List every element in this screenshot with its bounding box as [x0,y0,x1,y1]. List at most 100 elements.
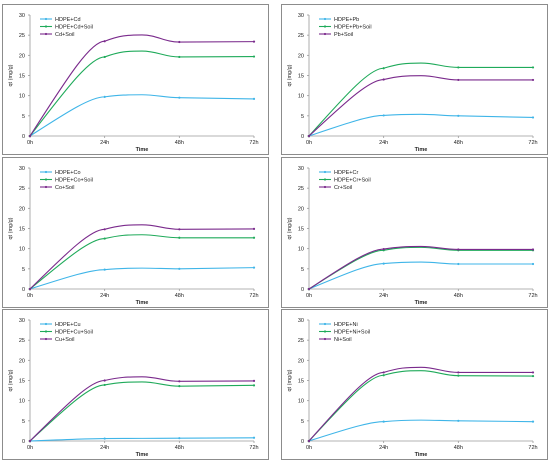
chart-svg: 0 5 10 15 20 25 30 0h 24h 48h 72h Time qt (mg/g) HDPE… [287,166,538,306]
y-tick-label: 30 [19,13,25,19]
y-tick-label: 10 [298,247,304,253]
legend-marker [44,330,48,333]
y-tick-label: 5 [22,419,25,425]
series-line [29,381,255,442]
data-point [457,66,460,69]
legend-label: HDPE+Ni [334,322,358,328]
y-tick-label: 15 [19,74,25,80]
x-tick-label: 72h [528,445,537,451]
data-point [252,236,256,239]
y-tick-label: 25 [19,338,25,344]
data-point [178,40,181,44]
chart-svg: 0 5 10 15 20 25 30 0h 24h 48h 72h Time qt (mg/g) HDPE… [287,13,538,153]
x-tick-label: 24h [379,140,388,146]
y-tick-label: 0 [22,134,25,140]
legend-marker [323,17,327,21]
legend-label: HDPE+Cu+Soil [55,330,93,336]
data-point [178,96,181,99]
x-tick-label: 48h [175,140,184,146]
x-tick-label: 48h [454,140,463,146]
data-point [178,380,181,383]
legend-label: HDPE+Cr [334,170,358,176]
data-point [457,248,460,251]
y-tick-label: 10 [19,247,25,253]
data-point [252,379,256,383]
x-tick-label: 24h [100,445,109,451]
legend-label: HDPE+Ni+Soil [334,330,370,336]
data-point [252,97,256,100]
data-point [531,248,535,251]
x-tick-label: 24h [100,140,109,146]
legend-marker [44,185,48,189]
data-point [103,237,106,240]
x-tick-label: 72h [528,140,537,146]
data-point [531,116,535,119]
data-point [382,371,385,374]
data-point [531,78,535,82]
y-tick-label: 20 [19,358,25,364]
legend-marker [44,25,48,28]
x-tick-label: 72h [249,445,258,451]
series-line [308,245,533,290]
y-axis-title: qt (mg/g) [287,369,293,391]
y-tick-label: 25 [298,338,304,344]
legend-label: HDPE+Pb [334,17,359,23]
y-axis-title: qt (mg/g) [8,369,14,391]
data-point [178,55,181,59]
legend-marker [323,32,327,36]
series-line [29,94,255,137]
x-tick-label: 0h [27,293,33,299]
y-tick-label: 5 [301,114,304,120]
data-point [531,371,535,374]
x-tick-label: 48h [454,445,463,451]
data-point [178,385,181,388]
y-tick-label: 30 [298,13,304,19]
y-tick-label: 15 [298,227,304,233]
data-point [178,267,181,270]
y-tick-label: 20 [298,358,304,364]
legend-label: Cr+Soil [334,185,352,191]
x-axis-title: Time [415,147,428,153]
x-tick-label: 24h [100,293,109,299]
y-tick-label: 20 [298,53,304,59]
series-line [29,34,255,137]
x-tick-label: 48h [175,445,184,451]
data-point [103,55,106,59]
legend-label: HDPE+Co+Soil [55,178,93,184]
data-point [307,134,311,138]
y-tick-label: 30 [298,318,304,324]
chart-panel-pb: 0 5 10 15 20 25 30 0h 24h 48h 72h Time qt (mg/g) HDPE… [281,4,548,155]
chart-panel-ni: 0 5 10 15 20 25 30 0h 24h 48h 72h Time qt (mg/g) HDPE… [281,309,548,460]
data-point [28,439,32,443]
legend-marker [44,32,48,36]
legend-marker [323,337,327,341]
x-tick-label: 0h [27,445,33,451]
data-point [457,262,460,266]
x-axis-title: Time [415,452,428,458]
legend-marker [44,178,48,181]
y-tick-label: 25 [19,186,25,192]
data-point [457,419,460,422]
chart-svg: 0 5 10 15 20 25 30 0h 24h 48h 72h Time qt (mg/g) HDPE… [8,166,259,306]
legend-marker [323,25,327,28]
legend-label: HDPE+Co [55,170,81,176]
chart-panel-co: 0 5 10 15 20 25 30 0h 24h 48h 72h Time qt (mg/g) HDPE… [2,157,269,308]
chart-panel-cr: 0 5 10 15 20 25 30 0h 24h 48h 72h Time qt (mg/g) HDPE… [281,157,548,308]
series-line [308,113,534,137]
legend-label: HDPE+Cd+Soil [55,25,93,31]
data-point [531,420,535,423]
data-point [531,374,535,378]
x-tick-label: 72h [249,140,258,146]
series-line [308,370,534,442]
y-axis-title: qt (mg/g) [287,64,293,86]
legend-label: HDPE+Cd [55,17,81,23]
y-tick-label: 15 [298,74,304,80]
y-tick-label: 25 [298,186,304,192]
y-tick-label: 0 [301,134,304,140]
data-point [178,228,181,231]
y-tick-label: 20 [19,206,25,212]
y-tick-label: 25 [298,33,304,39]
data-point [307,439,311,443]
data-point [103,40,106,43]
y-tick-label: 5 [22,267,25,273]
